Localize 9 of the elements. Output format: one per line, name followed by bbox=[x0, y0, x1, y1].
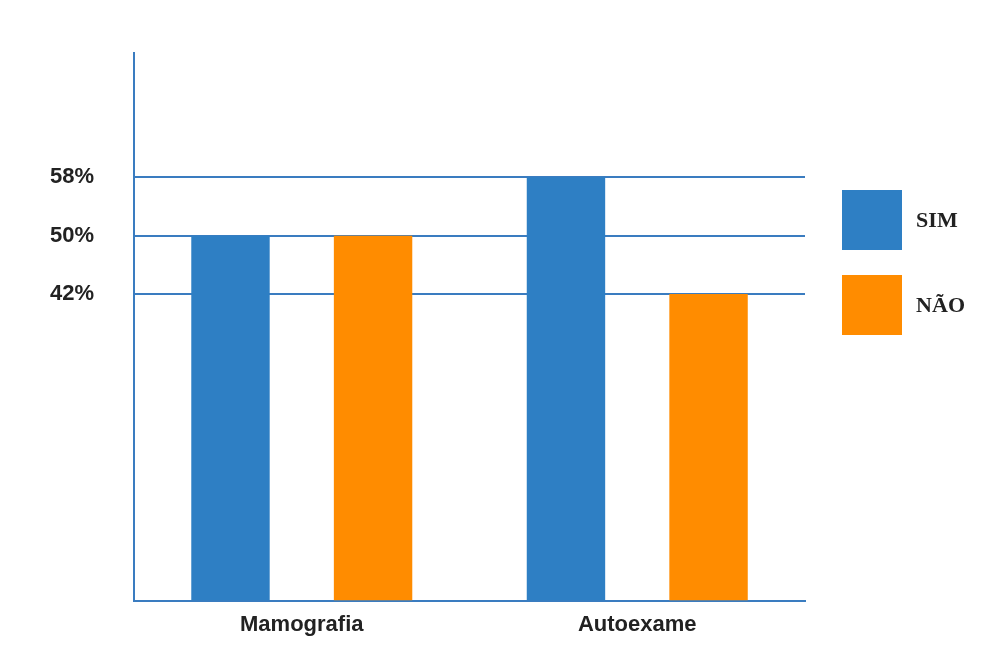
bar bbox=[333, 235, 413, 601]
text: NÃO bbox=[916, 292, 965, 318]
x-tick-label: Autoexame bbox=[577, 610, 697, 636]
bar bbox=[669, 294, 748, 601]
x-tick-label: Mamografia bbox=[240, 610, 365, 636]
y-tick-label: 50% bbox=[49, 221, 95, 247]
y-tick-label: 58% bbox=[49, 163, 95, 189]
text: SIM bbox=[916, 207, 958, 233]
y-tick-label: 42% bbox=[49, 280, 95, 306]
